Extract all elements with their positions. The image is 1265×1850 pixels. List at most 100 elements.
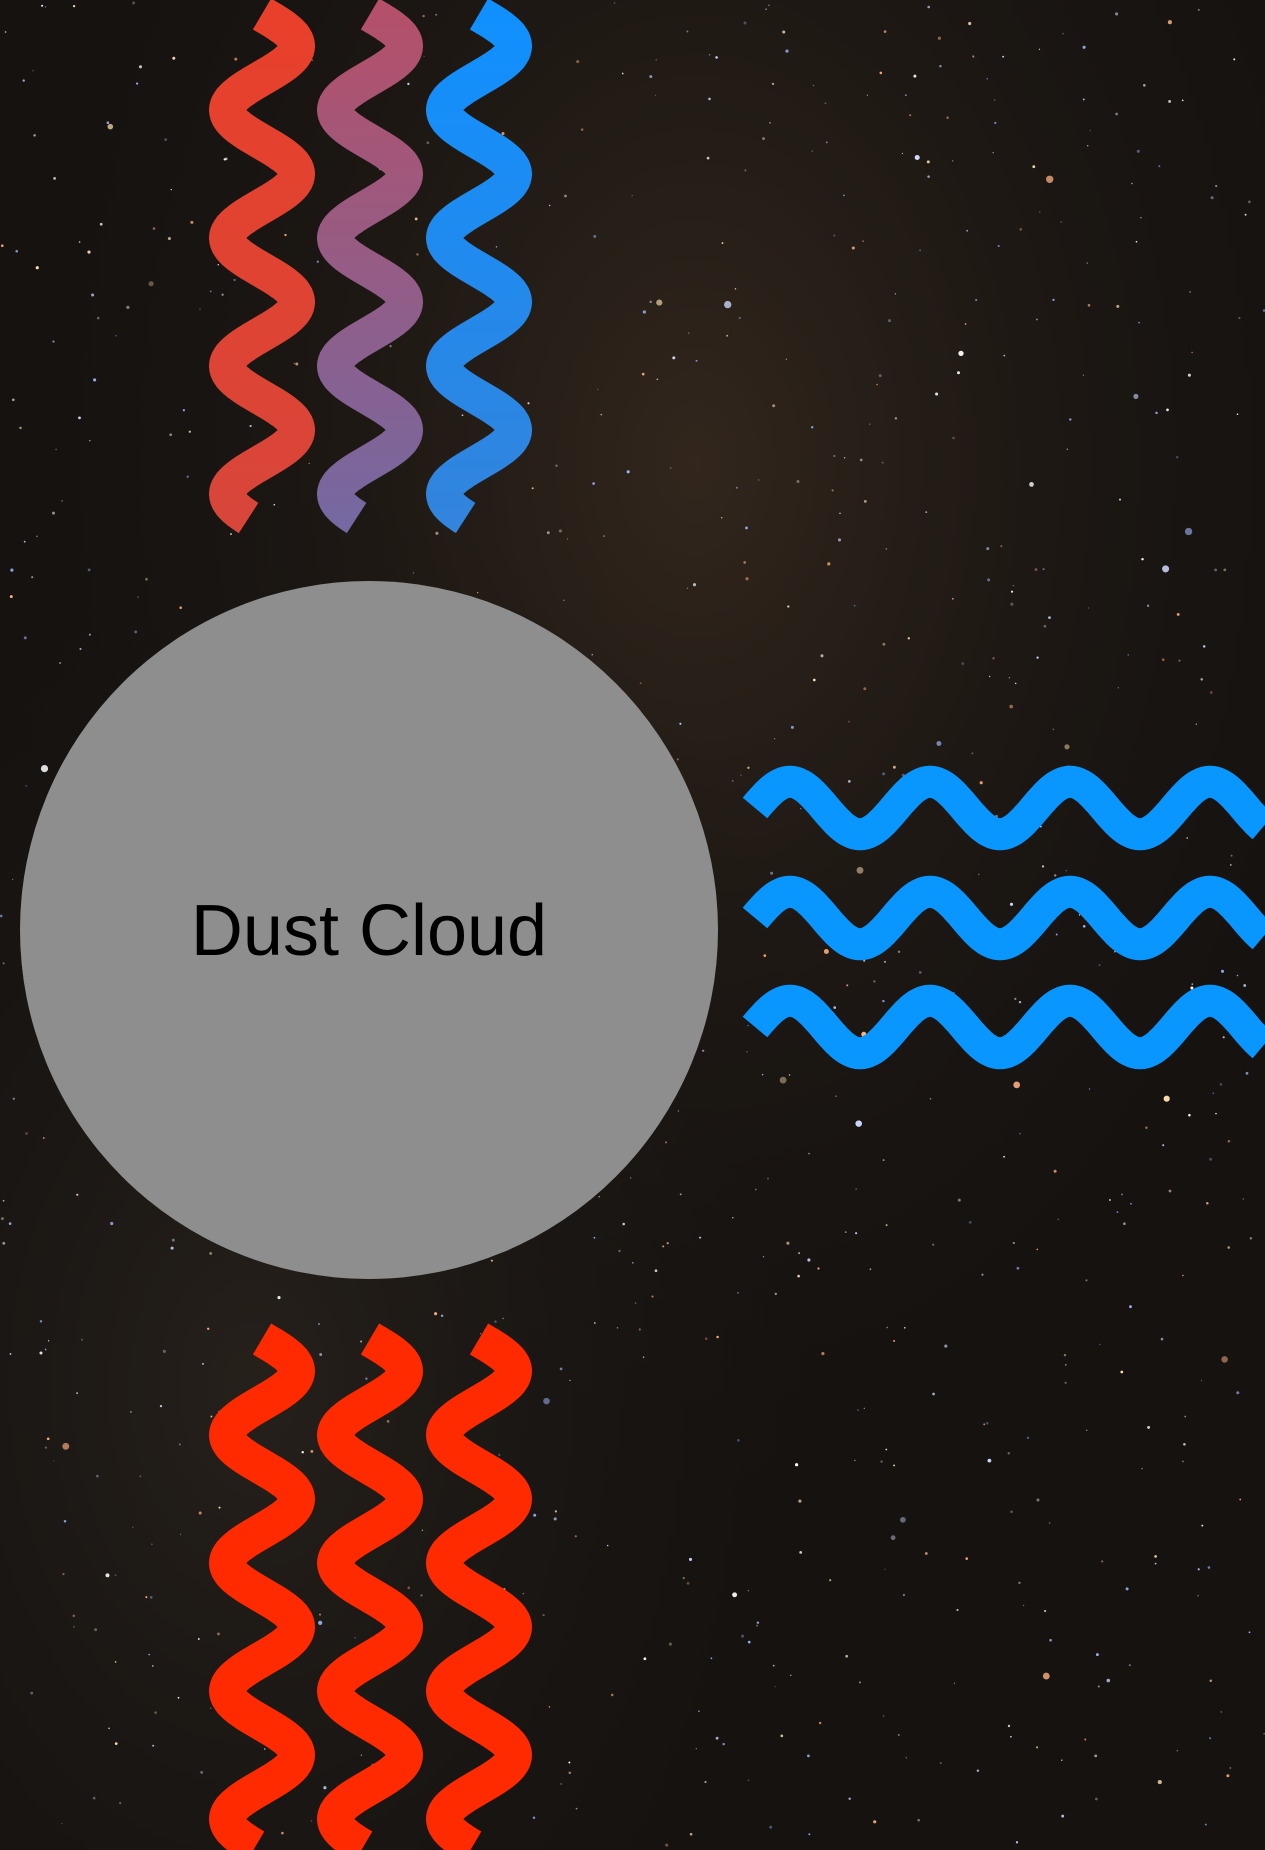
star <box>1069 418 1071 420</box>
star <box>763 1256 764 1257</box>
star <box>76 1194 78 1196</box>
star <box>644 1657 647 1660</box>
star <box>808 1833 810 1835</box>
star <box>884 1569 885 1570</box>
star <box>903 1594 905 1596</box>
star <box>210 1707 211 1708</box>
star <box>423 56 424 57</box>
star <box>576 1808 578 1810</box>
star <box>1086 1430 1087 1431</box>
star <box>23 79 25 81</box>
star <box>886 1224 888 1226</box>
star <box>186 475 188 477</box>
star <box>293 363 294 364</box>
star <box>744 169 746 171</box>
star <box>200 1771 203 1774</box>
star <box>1158 1780 1162 1784</box>
star <box>1044 625 1047 628</box>
star <box>1009 677 1010 678</box>
star <box>798 1500 801 1503</box>
star <box>848 780 851 783</box>
star <box>772 83 774 85</box>
star <box>1196 723 1197 724</box>
star <box>160 1405 162 1407</box>
star <box>885 1449 887 1451</box>
star <box>52 512 55 515</box>
star <box>542 1614 544 1616</box>
star <box>89 440 91 442</box>
star <box>132 1 135 4</box>
star <box>787 605 789 607</box>
star <box>848 1798 850 1800</box>
star <box>915 155 920 160</box>
star <box>1064 1354 1066 1356</box>
star <box>145 578 148 581</box>
star <box>1036 1498 1039 1501</box>
star <box>884 30 887 33</box>
star <box>1243 984 1246 987</box>
star <box>130 1411 132 1413</box>
star <box>833 1006 836 1009</box>
star <box>722 1743 724 1745</box>
star <box>1036 319 1038 321</box>
star <box>179 1443 181 1445</box>
star <box>819 1722 822 1725</box>
star <box>94 1628 97 1631</box>
star <box>762 137 765 140</box>
star <box>1215 185 1217 187</box>
star <box>643 1357 644 1358</box>
star <box>1054 874 1056 876</box>
star <box>844 457 845 458</box>
star <box>1039 211 1040 212</box>
star <box>882 462 884 464</box>
star <box>1000 545 1002 547</box>
star <box>630 1177 631 1178</box>
star <box>1117 1211 1119 1213</box>
star <box>722 242 724 244</box>
star <box>672 356 675 359</box>
star <box>422 1530 423 1531</box>
star <box>1046 176 1053 183</box>
star <box>502 1318 504 1320</box>
star <box>435 14 437 16</box>
star <box>53 1460 54 1461</box>
star <box>869 423 870 424</box>
star <box>1198 1568 1200 1570</box>
star <box>199 308 200 309</box>
star <box>655 59 656 60</box>
star <box>12 879 13 880</box>
star <box>1155 1563 1157 1565</box>
star <box>527 402 529 404</box>
star <box>1120 1371 1123 1374</box>
star <box>13 1098 15 1100</box>
star <box>747 1025 748 1026</box>
star <box>569 1380 570 1381</box>
star <box>1184 1416 1186 1418</box>
star <box>895 293 896 294</box>
star <box>748 1641 751 1644</box>
star <box>873 1820 876 1823</box>
star <box>154 1711 157 1714</box>
star <box>704 1781 706 1783</box>
star <box>413 572 414 573</box>
star <box>108 124 114 130</box>
star <box>1188 1114 1191 1117</box>
star <box>925 1552 928 1555</box>
star <box>1029 482 1034 487</box>
star <box>845 1655 848 1658</box>
star <box>110 1222 113 1225</box>
star <box>422 15 424 17</box>
star <box>81 1339 83 1341</box>
star <box>1054 1170 1057 1173</box>
star <box>1067 449 1069 451</box>
star <box>1008 1725 1010 1727</box>
star <box>665 1141 667 1143</box>
star <box>145 1596 147 1598</box>
star <box>415 217 418 220</box>
star <box>1237 413 1239 415</box>
star <box>977 1769 979 1771</box>
star <box>680 1193 682 1195</box>
star <box>726 335 728 337</box>
star <box>927 160 930 163</box>
star <box>171 1247 174 1250</box>
